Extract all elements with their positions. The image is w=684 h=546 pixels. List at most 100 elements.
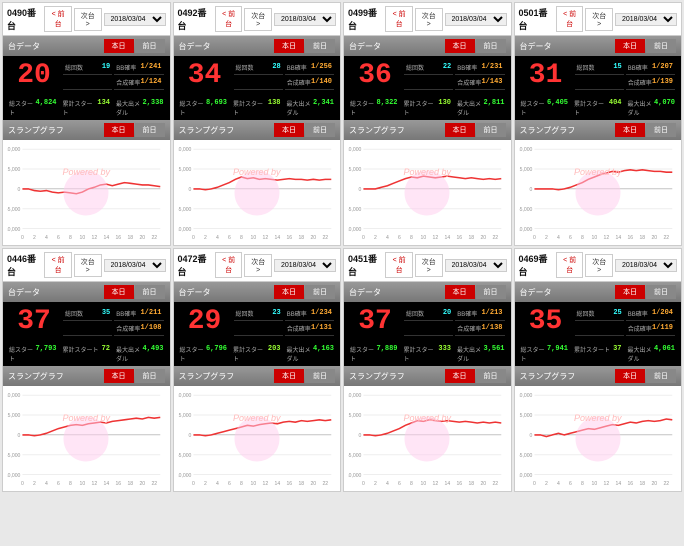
tab-today[interactable]: 本日 [104, 285, 134, 299]
bb-val: 1/231 [481, 63, 502, 73]
rstart-val: 134 [97, 99, 110, 117]
tab-today[interactable]: 本日 [445, 285, 475, 299]
tab-prev-g[interactable]: 前日 [135, 369, 165, 383]
rstart-val: 37 [613, 345, 621, 363]
machine-panel: 0490番台 < 前台 次台 > 2018/03/04 台データ 本日前日 20… [2, 2, 171, 246]
tab-today-g[interactable]: 本日 [104, 369, 134, 383]
date-select[interactable]: 2018/03/04 [104, 259, 166, 272]
tab-today-g[interactable]: 本日 [445, 369, 475, 383]
svg-text:-10,000: -10,000 [519, 227, 533, 233]
tab-today-g[interactable]: 本日 [274, 123, 304, 137]
panel-header: 0451番台 < 前台 次台 > 2018/03/04 [344, 249, 511, 282]
svg-text:8: 8 [239, 481, 242, 487]
svg-text:18: 18 [639, 481, 645, 487]
prev-button[interactable]: < 前台 [385, 6, 413, 32]
display: 37 総回数35 BB確率1/211 合成確率1/108 [3, 302, 170, 342]
date-select[interactable]: 2018/03/04 [615, 13, 677, 26]
prev-button[interactable]: < 前台 [385, 252, 413, 278]
tab-today-g[interactable]: 本日 [274, 369, 304, 383]
date-select[interactable]: 2018/03/04 [274, 259, 336, 272]
next-button[interactable]: 次台 > [244, 254, 272, 277]
display: 20 総回数19 BB確率1/241 合成確率1/124 [3, 56, 170, 96]
svg-text:-5,000: -5,000 [178, 207, 192, 213]
svg-text:0: 0 [188, 433, 191, 439]
svg-text:-5,000: -5,000 [178, 453, 192, 459]
big-number: 31 [521, 62, 571, 90]
prev-button[interactable]: < 前台 [215, 252, 243, 278]
tab-prev-g[interactable]: 前日 [476, 123, 506, 137]
date-select[interactable]: 2018/03/04 [274, 13, 336, 26]
tab-prev-g[interactable]: 前日 [646, 123, 676, 137]
tab-prev-g[interactable]: 前日 [135, 123, 165, 137]
tab-prev[interactable]: 前日 [135, 39, 165, 53]
tab-today[interactable]: 本日 [104, 39, 134, 53]
tab-today[interactable]: 本日 [274, 285, 304, 299]
tab-prev[interactable]: 前日 [305, 285, 335, 299]
svg-text:18: 18 [468, 235, 474, 241]
bb-val: 1/234 [311, 309, 332, 319]
svg-text:16: 16 [456, 481, 462, 487]
svg-text:2: 2 [33, 481, 36, 487]
svg-text:0: 0 [529, 433, 532, 439]
tab-prev[interactable]: 前日 [476, 39, 506, 53]
tab-today-g[interactable]: 本日 [615, 123, 645, 137]
tab-today[interactable]: 本日 [615, 285, 645, 299]
svg-text:10: 10 [421, 481, 427, 487]
svg-text:4: 4 [215, 235, 218, 241]
prev-button[interactable]: < 前台 [44, 6, 72, 32]
hui-val: 19 [102, 63, 110, 73]
tab-today-g[interactable]: 本日 [445, 123, 475, 137]
next-button[interactable]: 次台 > [585, 8, 613, 31]
next-button[interactable]: 次台 > [415, 254, 443, 277]
svg-text:10,000: 10,000 [348, 147, 362, 153]
svg-text:4: 4 [45, 235, 48, 241]
tab-prev[interactable]: 前日 [476, 285, 506, 299]
big-number: 37 [9, 308, 59, 336]
svg-text:0: 0 [188, 187, 191, 193]
graph-header: スランプグラフ 本日前日 [174, 120, 341, 140]
svg-text:18: 18 [298, 235, 304, 241]
svg-text:22: 22 [492, 235, 498, 241]
tab-prev[interactable]: 前日 [135, 285, 165, 299]
next-button[interactable]: 次台 > [244, 8, 272, 31]
svg-text:5,000: 5,000 [519, 413, 532, 419]
prev-button[interactable]: < 前台 [556, 252, 584, 278]
svg-text:10: 10 [421, 235, 427, 241]
svg-text:-10,000: -10,000 [7, 227, 21, 233]
tab-today-g[interactable]: 本日 [104, 123, 134, 137]
tab-prev[interactable]: 前日 [646, 285, 676, 299]
next-button[interactable]: 次台 > [585, 254, 613, 277]
date-select[interactable]: 2018/03/04 [615, 259, 677, 272]
machine-id: 0499番台 [348, 6, 381, 32]
prev-button[interactable]: < 前台 [215, 6, 243, 32]
tab-prev-g[interactable]: 前日 [305, 123, 335, 137]
tab-prev-g[interactable]: 前日 [646, 369, 676, 383]
date-select[interactable]: 2018/03/04 [445, 259, 507, 272]
tab-prev-g[interactable]: 前日 [476, 369, 506, 383]
date-select[interactable]: 2018/03/04 [104, 13, 166, 26]
tab-today-g[interactable]: 本日 [615, 369, 645, 383]
svg-text:0: 0 [21, 235, 24, 241]
tab-today[interactable]: 本日 [615, 39, 645, 53]
tab-prev[interactable]: 前日 [305, 39, 335, 53]
prev-button[interactable]: < 前台 [44, 252, 72, 278]
next-button[interactable]: 次台 > [74, 8, 102, 31]
svg-text:4: 4 [386, 235, 389, 241]
tab-prev-g[interactable]: 前日 [305, 369, 335, 383]
medal-val: 3,561 [483, 345, 504, 363]
prev-button[interactable]: < 前台 [556, 6, 584, 32]
bb-val: 1/207 [652, 63, 673, 73]
hui-val: 15 [613, 63, 621, 73]
tab-today[interactable]: 本日 [445, 39, 475, 53]
machine-panel: 0499番台 < 前台 次台 > 2018/03/04 台データ 本日前日 36… [343, 2, 512, 246]
next-button[interactable]: 次台 > [415, 8, 443, 31]
next-button[interactable]: 次台 > [74, 254, 102, 277]
date-select[interactable]: 2018/03/04 [445, 13, 507, 26]
tab-prev[interactable]: 前日 [646, 39, 676, 53]
tab-today[interactable]: 本日 [274, 39, 304, 53]
svg-text:0: 0 [529, 187, 532, 193]
hui-val: 35 [102, 309, 110, 319]
svg-text:8: 8 [239, 235, 242, 241]
panel-header: 0499番台 < 前台 次台 > 2018/03/04 [344, 3, 511, 36]
graph-header: スランプグラフ 本日前日 [3, 120, 170, 140]
